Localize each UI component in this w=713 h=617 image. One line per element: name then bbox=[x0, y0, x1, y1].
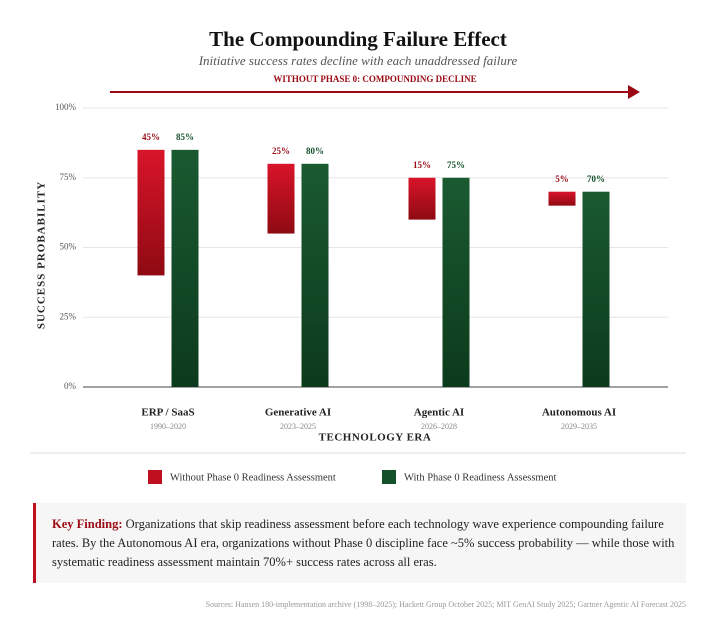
y-tick-label: 75% bbox=[60, 172, 77, 182]
x-tick-label: Autonomous AI bbox=[542, 407, 616, 419]
value-label: 75% bbox=[447, 160, 465, 170]
y-tick-label: 50% bbox=[60, 242, 77, 252]
legend-label: Without Phase 0 Readiness Assessment bbox=[170, 472, 336, 483]
bar bbox=[582, 191, 610, 387]
bar bbox=[137, 149, 165, 276]
legend-swatch bbox=[148, 470, 162, 484]
value-label: 80% bbox=[306, 146, 324, 156]
x-tick-period: 2029–2035 bbox=[561, 422, 597, 431]
finding-label: Key Finding: bbox=[52, 517, 123, 531]
bar bbox=[548, 191, 576, 206]
value-label: 70% bbox=[587, 174, 605, 184]
y-tick-label: 100% bbox=[55, 102, 77, 112]
finding-text: Organizations that skip readiness assess… bbox=[52, 517, 675, 569]
legend-swatch bbox=[382, 470, 396, 484]
x-tick-label: Generative AI bbox=[265, 407, 331, 419]
y-tick-label: 0% bbox=[64, 381, 77, 391]
legend-label: With Phase 0 Readiness Assessment bbox=[404, 472, 556, 483]
x-axis-label: TECHNOLOGY ERA bbox=[319, 432, 432, 444]
chart-title: The Compounding Failure Effect bbox=[209, 27, 507, 51]
value-label: 45% bbox=[142, 132, 160, 142]
subtitle: Initiative success rates decline with ea… bbox=[198, 53, 518, 68]
bar bbox=[408, 177, 436, 220]
value-label: 5% bbox=[555, 174, 569, 184]
x-tick-label: ERP / SaaS bbox=[141, 407, 194, 419]
y-axis-label: SUCCESS PROBABILITY bbox=[36, 181, 48, 329]
bar bbox=[442, 177, 470, 387]
x-tick-period: 2023–2025 bbox=[280, 422, 316, 431]
sources: Sources: Hansen 180-implementation archi… bbox=[206, 600, 686, 609]
value-label: 25% bbox=[272, 146, 290, 156]
value-label: 85% bbox=[176, 132, 194, 142]
key-finding: Key Finding: Organizations that skip rea… bbox=[33, 503, 686, 583]
bar bbox=[267, 163, 295, 234]
x-tick-period: 2026–2028 bbox=[421, 422, 457, 431]
bar bbox=[171, 149, 199, 387]
x-tick-period: 1990–2020 bbox=[150, 422, 186, 431]
bar bbox=[301, 163, 329, 387]
banner: WITHOUT PHASE 0: COMPOUNDING DECLINE bbox=[273, 74, 476, 84]
arrow-head bbox=[628, 85, 640, 99]
x-tick-label: Agentic AI bbox=[414, 407, 464, 419]
value-label: 15% bbox=[413, 160, 431, 170]
y-tick-label: 25% bbox=[60, 311, 77, 321]
